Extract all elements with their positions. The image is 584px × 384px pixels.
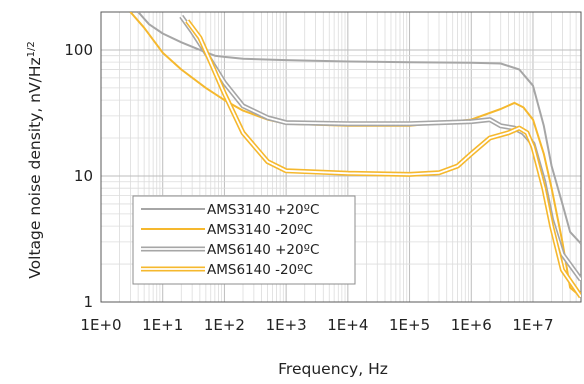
y-tick-label: 1: [83, 293, 93, 311]
series-group: [129, 12, 581, 299]
series-line-ams3140-0: [137, 12, 581, 245]
legend-label: AMS6140 +20ºC: [207, 242, 319, 258]
y-tick-label: 10: [74, 167, 93, 185]
y-tick-label: 100: [64, 41, 93, 59]
plot-area-border: [100, 11, 582, 303]
legend-label: AMS3140 -20ºC: [207, 222, 313, 238]
x-tick-label: 1E+5: [389, 316, 430, 334]
y-axis-label-superscript: 1/2: [26, 41, 37, 57]
x-tick-label: 1E+7: [512, 316, 553, 334]
legend: AMS3140 +20ºC AMS3140 -20ºC AMS6140 +20ºC A…: [132, 195, 356, 285]
x-tick-label: 1E+2: [204, 316, 245, 334]
x-axis-label: Frequency, Hz: [278, 360, 388, 378]
x-tick-label: 1E+1: [142, 316, 183, 334]
y-axis-label: Voltage noise density, nV/Hz1/2: [26, 41, 44, 278]
x-tick-label: 1E+4: [327, 316, 368, 334]
tick-labels: 1E+0 1E+1 1E+2 1E+3 1E+4 1E+5 1E+6 1E+7 1 10 100: [64, 41, 553, 334]
series-line-ams6140-3-inner: [186, 20, 581, 298]
legend-label: AMS6140 -20ºC: [207, 262, 313, 278]
x-tick-label: 1E+0: [80, 316, 121, 334]
y-axis-label-main: Voltage noise density, nV/Hz: [26, 57, 44, 278]
x-tick-label: 1E+6: [451, 316, 492, 334]
x-tick-label: 1E+3: [266, 316, 307, 334]
legend-label: AMS3140 +20ºC: [207, 202, 319, 218]
